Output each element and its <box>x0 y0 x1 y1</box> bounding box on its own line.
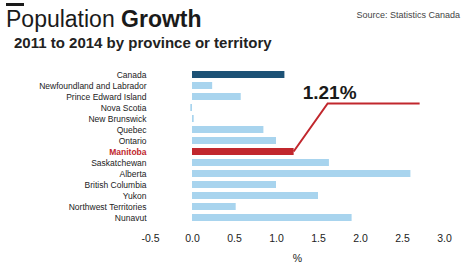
svg-text:1.0: 1.0 <box>269 232 284 244</box>
svg-text:3.0: 3.0 <box>437 232 452 244</box>
svg-text:2.5: 2.5 <box>395 232 410 244</box>
svg-text:0.5: 0.5 <box>227 232 242 244</box>
svg-text:Manitoba: Manitoba <box>109 147 147 157</box>
svg-text:0.0: 0.0 <box>185 232 200 244</box>
svg-text:Northwest Territories: Northwest Territories <box>69 202 147 212</box>
svg-text:Saskatchewan: Saskatchewan <box>91 158 147 168</box>
svg-text:Quebec: Quebec <box>117 125 148 135</box>
svg-text:Yukon: Yukon <box>123 191 147 201</box>
svg-text:Nunavut: Nunavut <box>115 213 147 223</box>
svg-text:Ontario: Ontario <box>119 136 147 146</box>
svg-text:Newfoundland and Labrador: Newfoundland and Labrador <box>39 81 146 91</box>
svg-text:2.0: 2.0 <box>353 232 368 244</box>
svg-text:Prince Edward Island: Prince Edward Island <box>66 92 147 102</box>
svg-text:New Brunswick: New Brunswick <box>88 114 147 124</box>
html-text:Source: Statistics Canada: Source: Statistics Canada <box>356 10 460 20</box>
svg-text:Canada: Canada <box>117 70 147 80</box>
html-text:Population Growth: Population Growth <box>6 6 202 32</box>
html-text:2011 to 2014 by province or te: 2011 to 2014 by province or territory <box>14 34 272 51</box>
svg-text:1.21%: 1.21% <box>303 82 357 103</box>
svg-text:Alberta: Alberta <box>120 169 147 179</box>
svg-text:British Columbia: British Columbia <box>85 180 147 190</box>
svg-text:-0.5: -0.5 <box>141 232 159 244</box>
svg-text:%: % <box>293 252 302 264</box>
svg-text:1.5: 1.5 <box>311 232 326 244</box>
svg-text:Nova Scotia: Nova Scotia <box>101 103 147 113</box>
